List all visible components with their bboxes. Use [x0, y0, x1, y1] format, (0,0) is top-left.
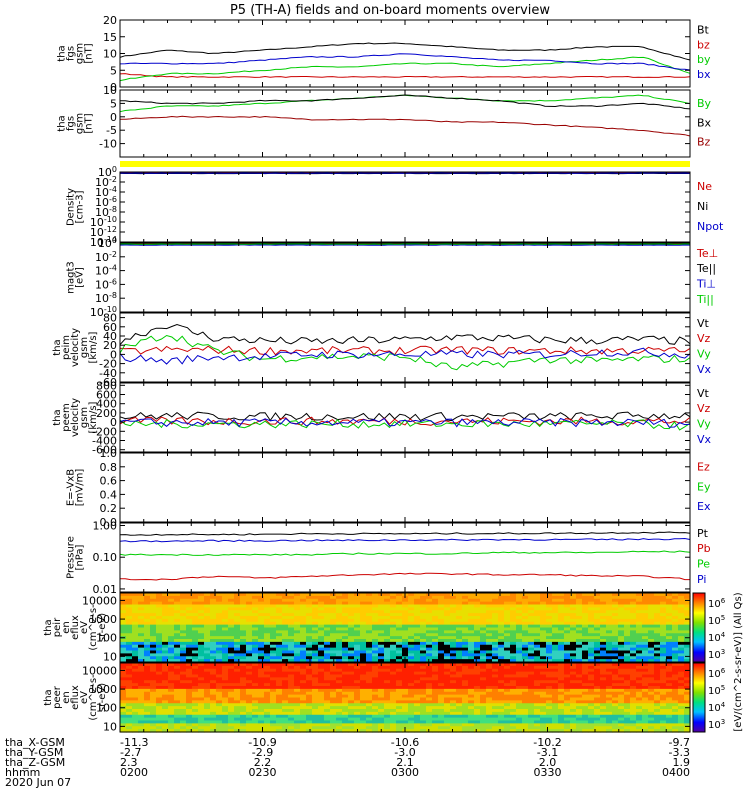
ytick-label: 20 — [103, 14, 117, 27]
legend-Vx: Vx — [697, 433, 712, 446]
panel-density: 10010-210-410-610-810-1010-1210-14Densit… — [66, 165, 724, 249]
flag-bar — [120, 161, 690, 167]
ytick-label: 100 — [98, 236, 117, 250]
legend-bz: bz — [697, 38, 710, 51]
ytick-label: 0.10 — [93, 551, 118, 564]
legend-bx: bx — [697, 68, 711, 81]
ytick-label: 0.2 — [100, 502, 118, 515]
panel-pressure: 1.000.100.01Pressure[nPa]PtPbPePi — [66, 520, 711, 596]
legend-Ne: Ne — [697, 180, 712, 193]
panel-frame — [120, 313, 690, 382]
panel-fgs_mag: 20151050thafgsgsm[nT]Btbzbybx — [57, 14, 711, 94]
ylabel-line: [eV] — [75, 267, 86, 288]
legend-Npot: Npot — [697, 220, 724, 233]
series-line-Pe — [120, 551, 690, 555]
legend-Te: Te⊥ — [696, 247, 718, 260]
legend-Ni: Ni — [697, 200, 708, 213]
panel-efield: 1.00.80.60.40.20.0E=-VxB[mV/m]EzEyEx — [66, 447, 711, 529]
ytick-label: 1.00 — [93, 520, 118, 533]
panel-peer_spectrogram: 10000100010010thapeerenefluxeV(cm^2-s-sr… — [43, 663, 691, 733]
legend-Pt: Pt — [697, 527, 709, 540]
ytick-label: 10-6 — [95, 277, 117, 291]
legend-Bx: Bx — [697, 116, 712, 129]
panel-peir_spectrogram: 10000100010010thapeirenefluxeV(cm^2-s-sr… — [43, 593, 691, 663]
series-line-Pi — [120, 539, 690, 542]
legend-Vy: Vy — [697, 417, 711, 430]
legend-Bz: Bz — [697, 136, 711, 149]
legend-Vz: Vz — [697, 332, 711, 345]
ylabel-line: [km/s] — [88, 331, 99, 363]
ylabel-line: [cm-3] — [75, 190, 86, 223]
panel-peem_velocity: 8006004002000-200-400-600thapeemvelocity… — [52, 379, 712, 456]
legend-Bt: Bt — [697, 23, 710, 36]
panel-fgs_comp: 1050-5-10thafgsgsm[nT]ByBxBz — [57, 84, 712, 157]
panel-peim_velocity: 806040200-20-40-60thapeimvelocitygsm[km/… — [52, 312, 712, 389]
legend-Pe: Pe — [697, 557, 710, 570]
series-line-Pb — [120, 573, 690, 580]
panel-frame — [120, 172, 690, 242]
series-line-Bz — [120, 116, 690, 136]
ytick-label: -5 — [106, 124, 117, 137]
ytick-label: 10 — [103, 84, 117, 97]
series-line-Vx — [120, 348, 690, 364]
series-line-bx — [120, 54, 690, 70]
figure-title: P5 (TH-A) fields and on-board moments ov… — [230, 3, 550, 18]
ytick-label: 10-8 — [95, 291, 117, 305]
legend-Vx: Vx — [697, 363, 712, 376]
series-line-Pt — [120, 532, 690, 535]
panel-frame — [120, 243, 690, 312]
legend-Ex: Ex — [697, 500, 711, 513]
ylabel-line: [km/s] — [88, 401, 99, 433]
ytick-label: 10 — [103, 48, 117, 61]
ytick-label: 5 — [110, 64, 117, 77]
ytick-label: 0.4 — [100, 488, 118, 501]
panels: 20151050thafgsgsm[nT]Btbzbybx1050-5-10th… — [43, 14, 724, 733]
ytick-label: -10 — [99, 138, 117, 151]
series-line-Bt — [120, 43, 690, 60]
legend-Vt: Vt — [697, 387, 710, 400]
legend-Te: Te|| — [696, 262, 716, 275]
ytick-label: 10-4 — [95, 264, 117, 278]
ytick-label: 1.0 — [100, 447, 118, 460]
ytick-label: 0.8 — [100, 461, 118, 474]
ytick-label: 10 — [103, 650, 117, 663]
ytick-label: 5 — [110, 97, 117, 110]
legend-Vt: Vt — [697, 317, 710, 330]
panel-temperature: 10010-210-410-610-810-10magt3[eV]Te⊥Te||… — [66, 236, 719, 319]
legend-By: By — [697, 97, 712, 110]
ylabel-line: [mV/m] — [75, 469, 86, 507]
panel-frame — [120, 90, 690, 157]
legend-Pb: Pb — [697, 542, 711, 555]
series-line-Vt — [120, 325, 690, 345]
legend-Pi: Pi — [697, 573, 706, 586]
legend-Ti: Ti|| — [696, 293, 714, 306]
legend-by: by — [697, 53, 711, 66]
ylabel-line: sr-eV) — [97, 613, 108, 642]
ylabel-line: [nT] — [84, 113, 95, 133]
legend-Vz: Vz — [697, 402, 711, 415]
ylabel-line: [nPa] — [75, 544, 86, 570]
ylabel-line: [nT] — [84, 43, 95, 63]
legend-Ez: Ez — [697, 461, 710, 474]
ytick-label: 15 — [103, 31, 117, 44]
panel-frame — [120, 453, 690, 522]
legend-Vy: Vy — [697, 347, 711, 360]
legend-Ti: Ti⊥ — [696, 277, 716, 290]
ytick-label: 10-2 — [95, 250, 117, 264]
ytick-label: 0 — [110, 111, 117, 124]
legend-Ey: Ey — [697, 480, 711, 493]
ytick-label: 0.6 — [100, 475, 118, 488]
